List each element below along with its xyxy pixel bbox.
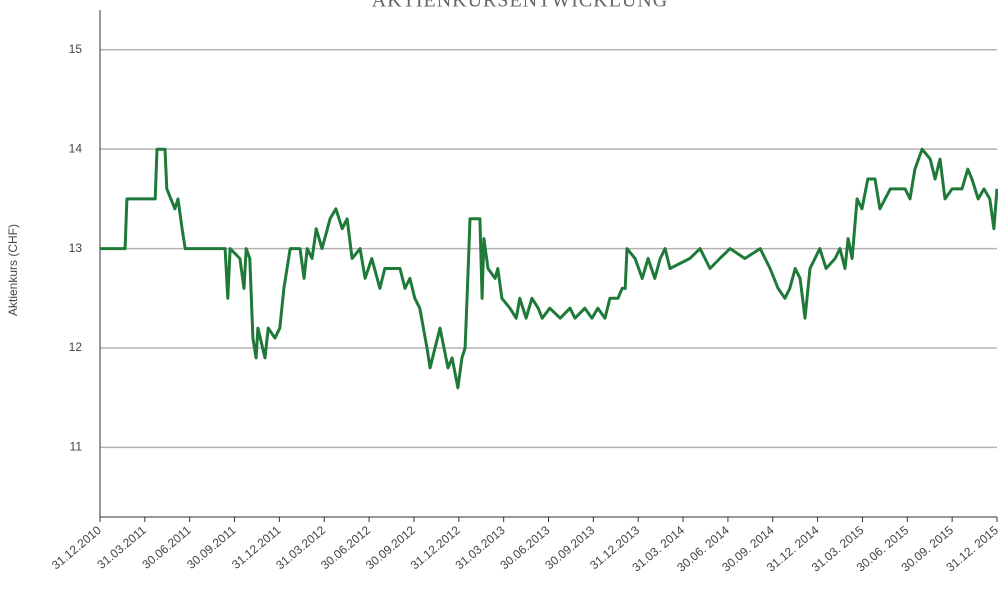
y-tick-label: 15 xyxy=(69,42,83,56)
x-tick-label: 30.06.2011 xyxy=(139,523,194,572)
y-tick-label: 13 xyxy=(69,241,83,255)
price-line xyxy=(100,147,998,390)
chart-title: AKTIENKURSENTWICKLUNG xyxy=(372,0,669,12)
y-tick-label: 12 xyxy=(69,340,83,354)
y-axis-label: Aktienkurs (CHF) xyxy=(6,224,20,316)
y-tick-label: 14 xyxy=(69,141,83,155)
x-tick-label: 30.09.2011 xyxy=(184,523,239,572)
y-tick-label: 11 xyxy=(70,440,83,454)
x-tick-label: 31.12.2010 xyxy=(49,523,104,573)
